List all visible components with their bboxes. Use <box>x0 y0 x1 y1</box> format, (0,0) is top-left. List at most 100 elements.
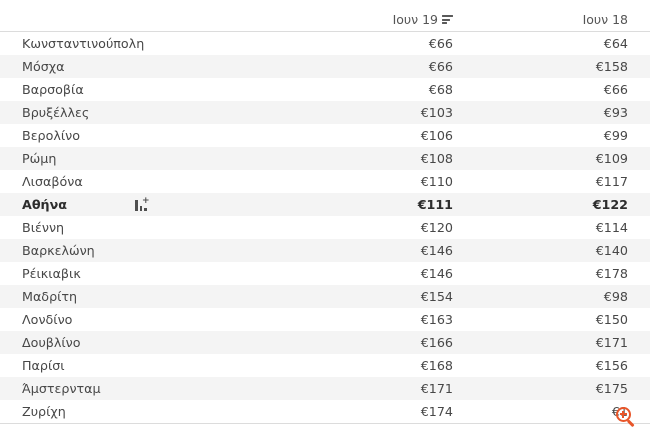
jun19-price: €108 <box>420 151 453 166</box>
cell-city: Παρίσι <box>0 354 300 377</box>
jun18-price: €140 <box>595 243 628 258</box>
cell-jun18-price: €156 <box>475 354 650 377</box>
cell-jun19-price: €66 <box>300 32 475 56</box>
table-row[interactable]: Κωνσταντινούπολη €66 €64 <box>0 32 650 56</box>
table-row[interactable]: Άμστερνταμ €171 €175 <box>0 377 650 400</box>
jun19-price: €66 <box>428 59 453 74</box>
jun19-price: €166 <box>420 335 453 350</box>
cell-jun19-price: €146 <box>300 239 475 262</box>
table-row[interactable]: Λονδίνο €163 €150 <box>0 308 650 331</box>
column-header-jun19[interactable]: Ιουν 19 <box>300 0 475 32</box>
cell-city: Λισαβόνα <box>0 170 300 193</box>
table-row[interactable]: Βαρκελώνη €146 €140 <box>0 239 650 262</box>
cell-jun18-price: €93 <box>475 101 650 124</box>
table-row[interactable]: Μαδρίτη €154 €98 <box>0 285 650 308</box>
jun18-price: €122 <box>592 197 628 212</box>
city-name: Ρέικιαβικ <box>22 266 81 281</box>
cell-city: Μαδρίτη <box>0 285 300 308</box>
jun18-price: €158 <box>595 59 628 74</box>
jun19-price: €154 <box>420 289 453 304</box>
jun18-price: €175 <box>595 381 628 396</box>
city-name: Λισαβόνα <box>22 174 83 189</box>
cell-city: Ρέικιαβικ <box>0 262 300 285</box>
cell-jun19-price: €103 <box>300 101 475 124</box>
city-name: Ρώμη <box>22 151 57 166</box>
table-row[interactable]: Δουβλίνο €166 €171 <box>0 331 650 354</box>
cell-city: Ζυρίχη <box>0 400 300 424</box>
column-header-city[interactable] <box>0 0 300 32</box>
cell-jun19-price: €120 <box>300 216 475 239</box>
cell-jun18-price: €175 <box>475 377 650 400</box>
cell-city: Λονδίνο <box>0 308 300 331</box>
city-name: Βαρσοβία <box>22 82 84 97</box>
cell-city: Κωνσταντινούπολη <box>0 32 300 56</box>
jun19-price: €111 <box>417 197 453 212</box>
cell-jun19-price: €108 <box>300 147 475 170</box>
cell-jun18-price: €109 <box>475 147 650 170</box>
city-name: Άμστερνταμ <box>22 381 101 396</box>
table-row[interactable]: Βιέννη €120 €114 <box>0 216 650 239</box>
jun19-price: €174 <box>420 404 453 419</box>
cell-jun18-price: €64 <box>475 32 650 56</box>
jun18-price: €1 <box>611 404 628 419</box>
column-header-jun19-label: Ιουν 19 <box>392 12 438 27</box>
jun19-price: €163 <box>420 312 453 327</box>
cell-jun19-price: €168 <box>300 354 475 377</box>
cell-jun19-price: €111 <box>300 193 475 216</box>
table-row[interactable]: Ρέικιαβικ €146 €178 <box>0 262 650 285</box>
table-row[interactable]: Βαρσοβία €68 €66 <box>0 78 650 101</box>
city-name: Βιέννη <box>22 220 65 235</box>
table-row[interactable]: Βερολίνο €106 €99 <box>0 124 650 147</box>
table-row[interactable]: Βρυξέλλες €103 €93 <box>0 101 650 124</box>
city-name: Βαρκελώνη <box>22 243 95 258</box>
jun18-price: €66 <box>603 82 628 97</box>
table-row[interactable]: Ρώμη €108 €109 <box>0 147 650 170</box>
jun19-price: €146 <box>420 266 453 281</box>
table-row[interactable]: Λισαβόνα €110 €117 <box>0 170 650 193</box>
jun18-price: €98 <box>603 289 628 304</box>
cell-city: Αθήνα + <box>0 193 300 216</box>
cell-jun18-price: €117 <box>475 170 650 193</box>
city-name: Κωνσταντινούπολη <box>22 36 145 51</box>
city-name: Παρίσι <box>22 358 65 373</box>
cell-city: Βαρσοβία <box>0 78 300 101</box>
jun19-price: €120 <box>420 220 453 235</box>
city-name: Μόσχα <box>22 59 65 74</box>
jun18-price: €109 <box>595 151 628 166</box>
city-name: Μαδρίτη <box>22 289 78 304</box>
table-header-row: Ιουν 19 Ιουν 18 <box>0 0 650 32</box>
table-row[interactable]: Παρίσι €168 €156 <box>0 354 650 377</box>
cell-jun19-price: €68 <box>300 78 475 101</box>
cell-jun18-price: €114 <box>475 216 650 239</box>
table-header: Ιουν 19 Ιουν 18 <box>0 0 650 32</box>
cell-jun18-price: €122 <box>475 193 650 216</box>
jun19-price: €146 <box>420 243 453 258</box>
column-header-jun18[interactable]: Ιουν 18 <box>475 0 650 32</box>
cell-city: Βαρκελώνη <box>0 239 300 262</box>
cell-jun18-price: €178 <box>475 262 650 285</box>
price-comparison-table: Ιουν 19 Ιουν 18 Κωνσταντινούπολη €66 €64 Μό… <box>0 0 650 424</box>
table-row[interactable]: Αθήνα + €111 €122 <box>0 193 650 216</box>
cell-city: Βερολίνο <box>0 124 300 147</box>
cell-jun19-price: €146 <box>300 262 475 285</box>
city-name: Αθήνα <box>22 197 67 212</box>
jun18-price: €156 <box>595 358 628 373</box>
cell-city: Δουβλίνο <box>0 331 300 354</box>
cell-city: Μόσχα <box>0 55 300 78</box>
column-header-jun18-label: Ιουν 18 <box>582 12 628 27</box>
cell-jun19-price: €154 <box>300 285 475 308</box>
cell-jun19-price: €174 <box>300 400 475 424</box>
jun18-price: €93 <box>603 105 628 120</box>
table-row[interactable]: Μόσχα €66 €158 <box>0 55 650 78</box>
cell-city: Άμστερνταμ <box>0 377 300 400</box>
sort-descending-icon[interactable] <box>442 15 453 26</box>
jun19-price: €168 <box>420 358 453 373</box>
cell-jun18-price: €140 <box>475 239 650 262</box>
city-name: Βερολίνο <box>22 128 81 143</box>
cell-jun18-price: €66 <box>475 78 650 101</box>
cell-jun18-price: €150 <box>475 308 650 331</box>
jun19-price: €106 <box>420 128 453 143</box>
bar-chart-icon[interactable]: + <box>135 196 150 211</box>
table-row[interactable]: Ζυρίχη €174 €1 <box>0 400 650 424</box>
jun18-price: €171 <box>595 335 628 350</box>
